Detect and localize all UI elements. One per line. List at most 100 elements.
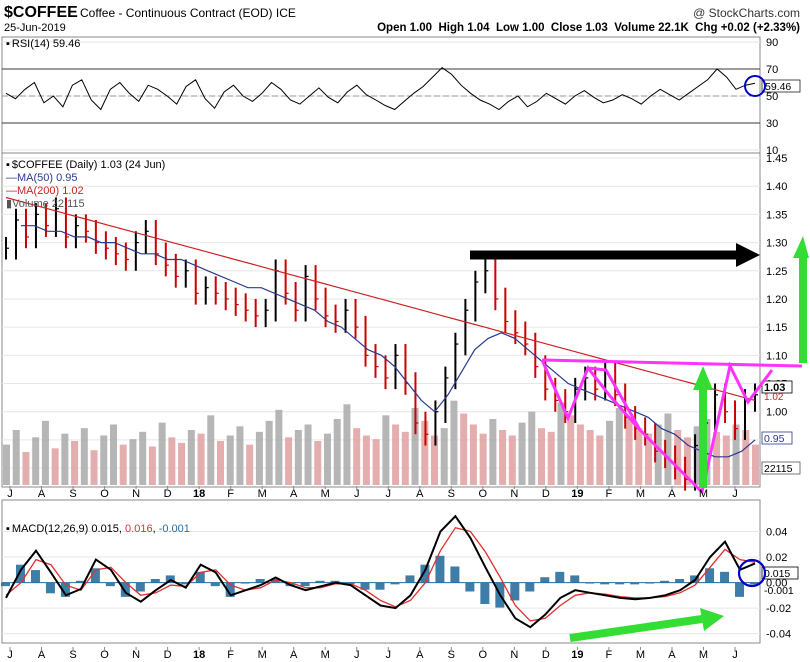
rsi-circle-annotation: [744, 75, 766, 97]
price-title: ▪ $COFFEE (Daily) 1.03 (24 Jun): [6, 159, 165, 171]
rsi-panel: 90 70 50 30 10 ▪ RSI(14) 59.46 59.46: [1, 36, 801, 157]
histogram-bar: [60, 582, 70, 597]
y-tick-label: 1.25: [766, 266, 787, 278]
volume-bar: [421, 420, 429, 485]
volume-bar: [752, 444, 759, 485]
ohlc-summary: Open 1.00 High 1.04 Low 1.00 Close 1.03 …: [377, 22, 800, 34]
volume-bar: [148, 446, 156, 485]
volume-bar: [722, 435, 730, 485]
legend-volume: ▮Volume 22,115: [6, 198, 85, 210]
x-tick-label: M: [636, 649, 645, 661]
y-tick-label: 0.00: [766, 578, 787, 590]
volume-bar: [71, 441, 79, 485]
x-tick-label: N: [510, 649, 518, 661]
x-tick-label: 19: [571, 649, 583, 661]
volume-bar: [547, 431, 555, 485]
histogram-bar: [705, 568, 715, 583]
symbol-title: $COFFEE: [4, 4, 78, 21]
x-tick-label: J: [354, 488, 360, 500]
macd-x-axis: J A S O N D 18 F M A M J J A S O N D 19 F M A M J: [7, 647, 738, 661]
histogram-bar: [615, 582, 625, 585]
histogram-bar: [735, 582, 745, 597]
histogram-bar: [540, 577, 550, 583]
volume-bar: [460, 413, 468, 485]
volume-bar: [333, 419, 341, 485]
histogram-bar: [135, 582, 145, 592]
volume-bar: [246, 444, 254, 485]
ma50-line: [21, 225, 756, 458]
volume-bar: [129, 439, 137, 485]
legend-volume-text: Volume 22,115: [12, 198, 85, 210]
histogram-bar: [630, 582, 640, 585]
volume-bar: [742, 430, 750, 485]
histogram-bar: [315, 580, 325, 583]
volume-bar: [392, 424, 400, 485]
x-tick-label: M: [699, 649, 708, 661]
volume-value-label: 22115: [764, 463, 793, 475]
symbol-description: Coffee - Continuous Contract (EOD) ICE: [80, 6, 296, 20]
date-label: 25-Jun-2019: [4, 22, 66, 34]
ma200-swatch-icon: —: [6, 185, 17, 197]
x-tick-label: S: [448, 488, 455, 500]
x-tick-label: A: [416, 649, 424, 661]
volume-bar: [324, 433, 331, 485]
volume-bar: [32, 437, 40, 485]
macd-value-box: [761, 566, 799, 580]
x-tick-label: M: [636, 488, 645, 500]
volume-bar: [226, 435, 234, 485]
histogram-bar: [525, 582, 535, 592]
volume-bar: [538, 428, 545, 485]
volume-bar: [401, 431, 409, 485]
histogram-bar: [465, 582, 475, 592]
macd-right-label: 0.015: [764, 568, 790, 580]
histogram-bar: [450, 566, 460, 583]
volume-bar: [304, 424, 312, 485]
x-tick-label: F: [227, 649, 234, 661]
head-and-shoulders-pattern: [540, 358, 803, 495]
x-tick-label: J: [386, 649, 392, 661]
histogram-bar: [1, 582, 10, 587]
x-tick-label: F: [606, 488, 613, 500]
x-tick-label: J: [386, 488, 392, 500]
histogram-bar: [210, 582, 220, 587]
y-tick-label: 0.02: [766, 552, 787, 564]
y-tick-label: 1.30: [766, 238, 787, 250]
volume-bar: [51, 448, 59, 485]
volume-bar: [645, 433, 652, 485]
close-value-label: 1.03: [764, 382, 785, 394]
volume-bar: [489, 419, 497, 485]
x-tick-label: A: [416, 488, 424, 500]
y-tick-label: 1.10: [766, 350, 787, 362]
y-tick-label: 90: [766, 37, 778, 49]
histogram-bar: [15, 564, 25, 583]
x-tick-label: D: [164, 488, 172, 500]
volume-bar: [372, 439, 380, 485]
volume-bar: [100, 435, 108, 485]
volume-bar: [275, 409, 283, 485]
histogram-bar: [300, 582, 310, 587]
histogram-bar: [150, 578, 160, 583]
ma200-value-label: 1.02: [764, 392, 784, 403]
x-tick-label: A: [668, 488, 676, 500]
volume-bar: [469, 424, 477, 485]
y-tick-label: 50: [766, 91, 778, 103]
volume-bar: [41, 420, 49, 485]
macd-swatch-icon: ▪: [6, 523, 10, 535]
histogram-bar: [90, 568, 100, 583]
volume-bar: [557, 402, 565, 485]
x-tick-label: O: [479, 488, 488, 500]
volume-bar: [158, 422, 166, 485]
rsi-title: ▪ RSI(14) 59.46: [6, 38, 80, 50]
rsi-swatch-icon: ▪: [6, 38, 10, 50]
volume-bar: [178, 442, 186, 485]
y-tick-label: 1.40: [766, 181, 787, 193]
histogram-bar: [330, 580, 340, 583]
volume-bar: [508, 435, 516, 485]
volume-bar: [518, 422, 526, 485]
x-tick-label: M: [321, 649, 330, 661]
histogram-bar: [195, 571, 205, 583]
may-up-arrow: [693, 366, 713, 488]
volume-bar: [693, 426, 701, 485]
histogram-bar: [600, 582, 610, 585]
volume-bar: [440, 428, 448, 485]
